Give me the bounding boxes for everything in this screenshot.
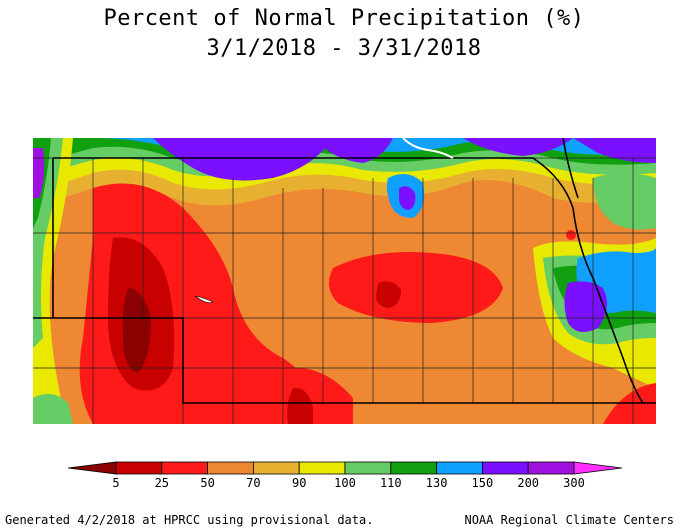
legend-label: 300: [563, 476, 585, 488]
lake-feature: [194, 295, 214, 303]
legend-bin-8: [436, 461, 483, 475]
map-date-range: 3/1/2018 - 3/31/2018: [206, 36, 482, 61]
legend-bin-3: [207, 461, 254, 475]
river-line: [402, 138, 454, 159]
legend-bin-10: [527, 461, 575, 475]
precipitation-map: [33, 138, 656, 424]
legend-bin-4: [252, 461, 300, 475]
legend-label: 200: [517, 476, 539, 488]
legend-bin-7: [390, 461, 437, 475]
legend-bin-0: [67, 461, 117, 475]
color-legend: 5 25 50 70 90 100 110 130 150 200 300: [67, 461, 623, 488]
legend-label: 110: [380, 476, 402, 488]
legend-label: 130: [426, 476, 448, 488]
legend-label: 25: [155, 476, 169, 488]
footer-source: NOAA Regional Climate Centers: [464, 513, 674, 527]
legend-bin-5: [298, 461, 346, 475]
legend-bin-1: [115, 461, 163, 475]
legend-label: 70: [246, 476, 260, 488]
legend-bin-6: [344, 461, 392, 475]
legend-label: 150: [472, 476, 494, 488]
legend-label: 50: [200, 476, 214, 488]
legend-bin-9: [481, 461, 529, 475]
legend-label: 5: [112, 476, 119, 488]
map-title: Percent of Normal Precipitation (%): [103, 6, 585, 31]
precip-contours: [33, 138, 656, 424]
legend-bin-2: [161, 461, 209, 475]
state-borders: [33, 138, 656, 404]
legend-bin-11: [573, 461, 623, 475]
legend-label: 90: [292, 476, 306, 488]
footer-generated: Generated 4/2/2018 at HPRCC using provis…: [5, 513, 374, 527]
legend-label: 100: [334, 476, 356, 488]
